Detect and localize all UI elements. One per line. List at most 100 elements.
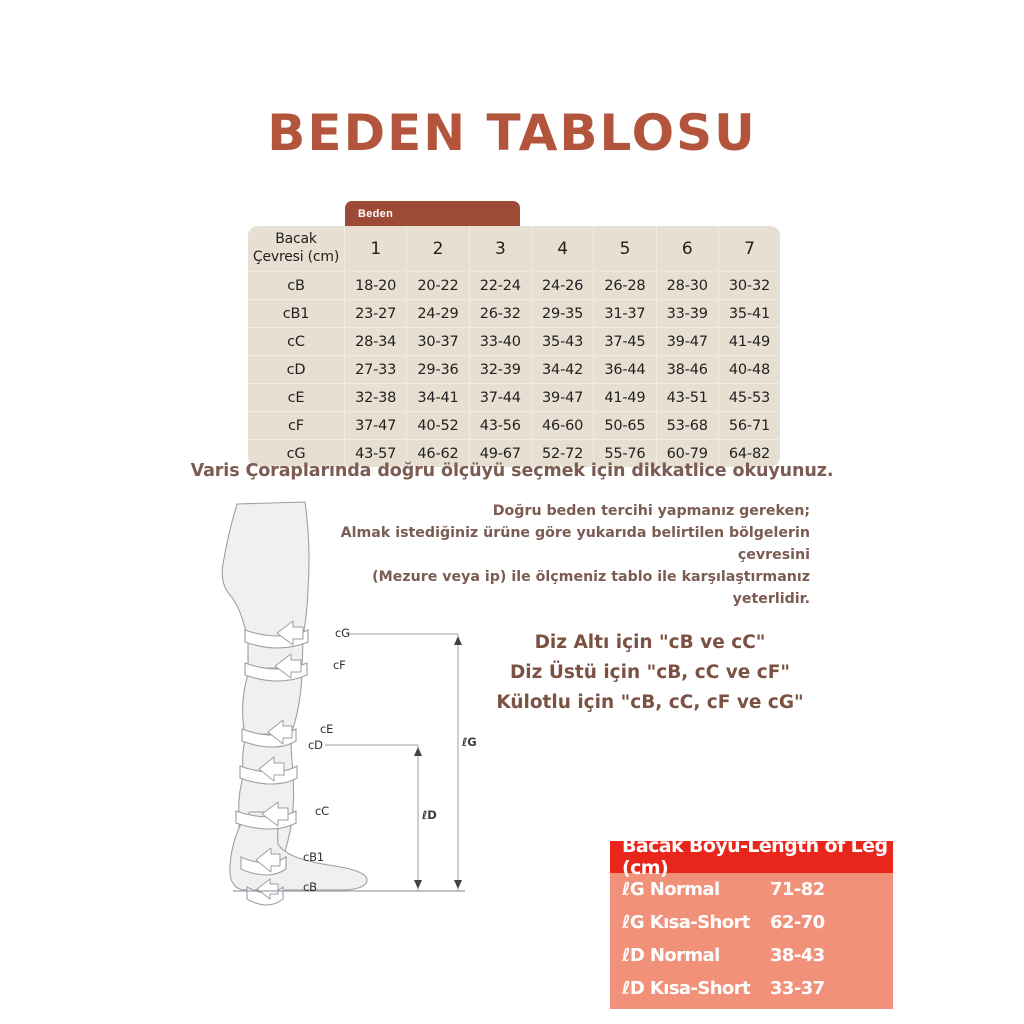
- table-cell: 37-44: [469, 383, 532, 412]
- band-label-cG: cG: [335, 626, 350, 640]
- table-cell: 55-76: [593, 439, 657, 467]
- column-header-2: 2: [406, 226, 470, 272]
- table-row: cE 32-38 34-41 37-44 39-47 41-49 43-51 4…: [248, 383, 780, 412]
- row-label: cB: [248, 271, 345, 300]
- table-cell: 41-49: [593, 383, 657, 412]
- band-label-cB: cB: [303, 880, 317, 894]
- table-cell: 30-37: [406, 327, 470, 356]
- legend-row: ℓG Kısa-Short 62-70: [610, 906, 893, 939]
- arrow-cD-icon: [258, 756, 285, 782]
- table-cell: 64-82: [728, 445, 770, 462]
- legend-row-value: 62-70: [770, 912, 825, 933]
- instructions-line-1: Doğru beden tercihi yapmanız gereken;: [492, 503, 810, 519]
- legend-row-value: 38-43: [770, 945, 825, 966]
- table-cell: 24-29: [406, 299, 470, 328]
- usage-line-pantyhose: Külotlu için "cB, cC, cF ve cG": [496, 691, 804, 713]
- band-label-cB1: cB1: [303, 850, 324, 864]
- usage-line-knee-above: Diz Üstü için "cB, cC ve cF": [509, 661, 791, 683]
- arrowhead-lG-bottom-icon: [454, 880, 462, 889]
- table-cell: 43-51: [656, 383, 719, 412]
- column-header-1: 1: [344, 226, 408, 272]
- table-header-row: Bacak Çevresi (cm) 1 2 3 4 5 6 7: [248, 226, 780, 272]
- table-cell: 34-41: [406, 383, 470, 412]
- table-cell: 29-36: [406, 355, 470, 384]
- instructions-line-3: (Mezure veya ip) ile ölçmeniz tablo ile …: [372, 569, 810, 607]
- arrowhead-lG-top-icon: [454, 636, 462, 645]
- table-row: cG 43-57 46-62 49-67 52-72 55-76 60-79 6…: [248, 439, 780, 467]
- arrow-cF-icon: [274, 653, 302, 679]
- table-cell: 22-24: [469, 271, 532, 300]
- usage-line-knee-below: Diz Altı için "cB ve cC": [534, 632, 766, 653]
- band-arrows: [255, 620, 304, 900]
- legend-row: ℓG Normal 71-82: [610, 873, 893, 906]
- row-label: cF: [248, 411, 345, 440]
- table-row: cB 18-20 20-22 22-24 24-26 26-28 28-30 3…: [248, 271, 780, 300]
- table-cell: 52-72: [531, 439, 595, 467]
- table-cell: 37-47: [344, 411, 408, 440]
- row-label: cD: [248, 355, 345, 384]
- legend-title: Bacak Boyu-Length of Leg (cm): [610, 835, 893, 879]
- table-cell: 43-57: [344, 439, 408, 467]
- table-cell: 53-68: [656, 411, 719, 440]
- hip-shape: [221, 501, 310, 637]
- table-cell: 31-37: [593, 299, 657, 328]
- arrowhead-lD-bottom-icon: [414, 880, 422, 889]
- legend-row-value: 33-37: [770, 978, 825, 999]
- table-cell: 34-42: [531, 355, 595, 384]
- table-cell: 43-56: [469, 411, 532, 440]
- row-label: cB1: [248, 299, 345, 328]
- length-label-lD: ℓD: [422, 808, 437, 822]
- corner-line-1: Bacak: [275, 231, 317, 247]
- table-cell: 27-33: [344, 355, 408, 384]
- table-cell: 33-40: [469, 327, 532, 356]
- band-label-cE: cE: [320, 722, 334, 736]
- table-cell: 46-60: [531, 411, 595, 440]
- table-cell: 45-53: [718, 383, 780, 412]
- leg-diagram-svg: [221, 501, 465, 906]
- dimension-arrowheads: [414, 636, 462, 889]
- size-tab-text: Beden: [358, 208, 394, 220]
- usage-guide: Diz Altı için "cB ve cC" Diz Üstü için "…: [470, 628, 830, 718]
- table-cell: 30-32: [718, 271, 780, 300]
- band-label-cD: cD: [308, 738, 323, 752]
- instructions-paragraph: Doğru beden tercihi yapmanız gereken; Al…: [330, 500, 810, 610]
- table-row: cB1 23-27 24-29 26-32 29-35 31-37 33-39 …: [248, 299, 780, 328]
- arrow-cG-icon: [276, 620, 304, 646]
- arrow-cC-icon: [261, 801, 289, 827]
- table-cell: 28-30: [656, 271, 719, 300]
- size-table-body: Bacak Çevresi (cm) 1 2 3 4 5 6 7 cB 18-2…: [248, 226, 780, 467]
- table-cell: 35-41: [718, 299, 780, 328]
- legend-row-label: ℓG Kısa-Short: [622, 912, 750, 933]
- arrow-cB1-icon: [255, 847, 281, 873]
- legend-row-label: ℓG Normal: [622, 879, 720, 900]
- table-row: cF 37-47 40-52 43-56 46-60 50-65 53-68 5…: [248, 411, 780, 440]
- table-cell: 46-62: [406, 439, 470, 467]
- length-label-lG: ℓG: [462, 735, 477, 749]
- instructions-line-2: Almak istediğiniz ürüne göre yukarıda be…: [340, 525, 810, 563]
- leg-length-legend: Bacak Boyu-Length of Leg (cm) ℓG Normal …: [610, 835, 893, 1009]
- table-cell: 40-52: [406, 411, 470, 440]
- table-corner-header: Bacak Çevresi (cm): [248, 226, 345, 272]
- table-cell: 38-46: [656, 355, 719, 384]
- table-cell: 40-48: [718, 355, 780, 384]
- table-cell: 36-44: [593, 355, 657, 384]
- table-cell: 20-22: [406, 271, 470, 300]
- column-header-5: 5: [593, 226, 657, 272]
- table-cell: 56-71: [718, 411, 780, 440]
- band-cC: [235, 810, 297, 830]
- table-cell: 26-32: [469, 299, 532, 328]
- leg-measurement-diagram: cG cF cE cD cC cB1 cB ℓG ℓD: [215, 490, 490, 920]
- arrow-cB-icon: [256, 878, 279, 900]
- table-cell: 35-43: [531, 327, 595, 356]
- table-cell: 41-49: [718, 327, 780, 356]
- legend-row: ℓD Normal 38-43: [610, 939, 893, 972]
- table-cell: 18-20: [344, 271, 408, 300]
- page-title: BEDEN TABLOSU: [267, 104, 757, 162]
- legend-row-label: ℓD Normal: [622, 945, 720, 966]
- column-header-7: 7: [718, 226, 780, 272]
- legend-row-label: ℓD Kısa-Short: [622, 978, 751, 999]
- row-label: cG: [248, 439, 345, 467]
- table-cell: 24-26: [531, 271, 595, 300]
- table-cell: 60-79: [656, 439, 719, 467]
- legend-row: ℓD Kısa-Short 33-37: [610, 972, 893, 1005]
